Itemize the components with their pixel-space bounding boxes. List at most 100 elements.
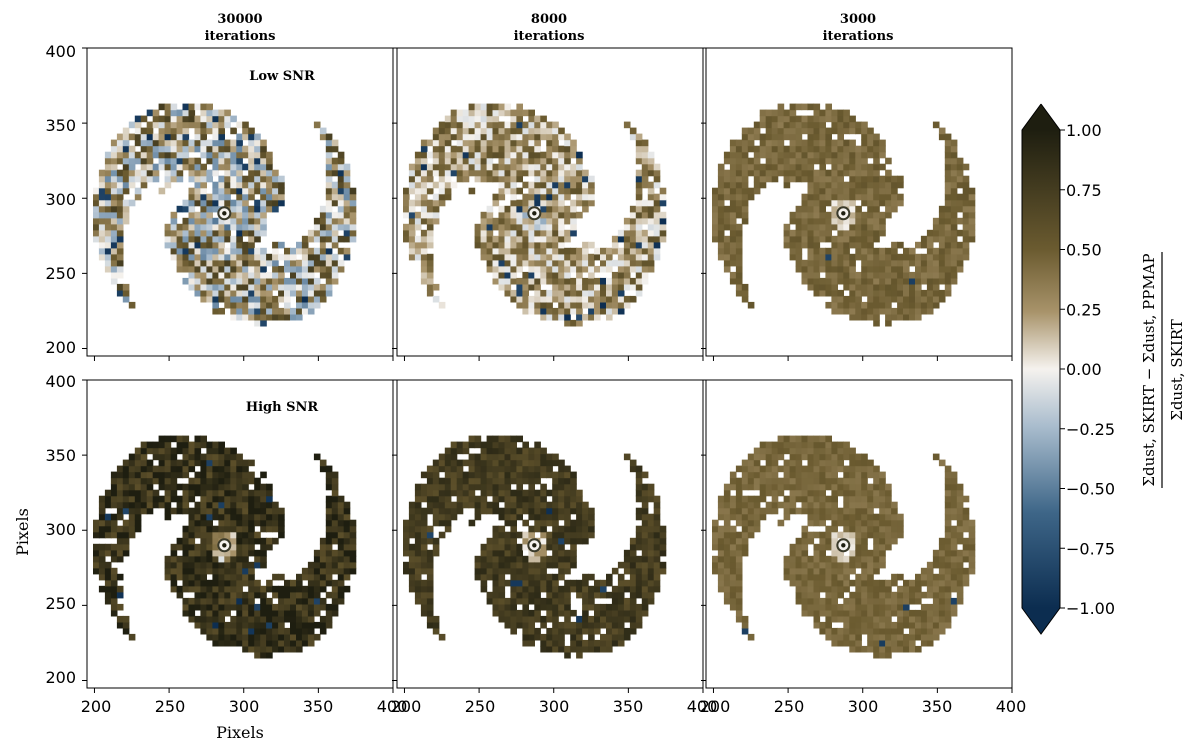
heat-cell (528, 531, 535, 539)
heat-cell (861, 621, 868, 629)
heat-cell (206, 145, 213, 153)
heat-cell (576, 181, 583, 189)
heat-cell (647, 259, 655, 267)
heat-cell (236, 621, 243, 629)
heat-cell (230, 633, 237, 641)
heat-cell (570, 169, 577, 177)
heat-cell (224, 151, 231, 159)
heat-cell (492, 109, 500, 117)
heat-cell (325, 525, 333, 533)
heat-cell (134, 489, 142, 497)
heat-cell (789, 247, 797, 255)
heat-cell (230, 495, 237, 503)
heat-cell (723, 169, 731, 177)
heat-cell (843, 235, 850, 243)
heat-cell (480, 175, 488, 183)
heat-cell (122, 157, 130, 165)
heat-cell (510, 519, 517, 527)
heat-cell (825, 145, 832, 153)
heat-cell (325, 163, 333, 171)
heat-cell (546, 163, 553, 171)
heat-cell (498, 223, 506, 231)
heat-cell (116, 465, 124, 473)
heat-cell (879, 277, 886, 285)
heat-cell (206, 459, 213, 467)
heat-cell (420, 169, 428, 177)
heat-cell (885, 211, 892, 219)
heat-cell (218, 289, 225, 297)
heat-cell (635, 585, 643, 593)
heat-cell (116, 591, 124, 599)
heat-cell (534, 235, 541, 243)
heat-cell (337, 585, 345, 593)
heat-cell (266, 603, 273, 611)
heat-cell (564, 525, 571, 533)
heat-cell (200, 187, 207, 195)
heat-cell (426, 561, 434, 569)
heat-cell (254, 253, 261, 261)
heat-cell (606, 603, 613, 611)
heat-cell (337, 247, 345, 255)
heat-cell (194, 477, 202, 485)
heat-cell (891, 259, 898, 267)
heat-cell (290, 621, 297, 629)
heat-cell (540, 573, 547, 581)
heat-cell (254, 531, 261, 539)
heat-cell (301, 591, 309, 599)
heat-cell (558, 175, 565, 183)
heat-cell (741, 537, 749, 545)
heat-cell (861, 163, 868, 171)
heat-cell (552, 621, 559, 629)
heat-cell (564, 283, 571, 291)
heat-cell (641, 205, 649, 213)
heat-cell (486, 163, 494, 171)
heat-cell (104, 235, 112, 243)
heat-cell (938, 127, 946, 135)
heat-cell (290, 271, 297, 279)
heat-cell (254, 283, 261, 291)
heat-cell (564, 211, 571, 219)
heat-cell (510, 217, 517, 225)
heat-cell (759, 477, 767, 485)
heat-cell (325, 217, 333, 225)
heat-cell (801, 465, 809, 473)
heat-cell (546, 229, 553, 237)
heat-cell (242, 193, 249, 201)
heat-cell (611, 307, 619, 315)
heat-cell (444, 447, 452, 455)
heat-cell (486, 555, 494, 563)
heat-cell (426, 283, 434, 291)
heat-cell (486, 157, 494, 165)
heat-cell (735, 175, 743, 183)
heat-cell (104, 567, 112, 575)
heat-cell (128, 495, 136, 503)
heat-cell (534, 459, 541, 467)
heat-cell (795, 585, 803, 593)
heat-cell (528, 525, 535, 533)
heat-cell (206, 555, 213, 563)
heat-cell (807, 597, 815, 605)
heat-cell (801, 525, 809, 533)
heat-cell (307, 597, 315, 605)
heat-cell (819, 537, 826, 545)
heat-cell (313, 277, 321, 285)
heat-cell (116, 549, 124, 557)
heat-cell (849, 187, 856, 195)
heat-cell (723, 519, 731, 527)
heat-cell (200, 507, 207, 515)
heat-cell (837, 187, 844, 195)
heat-cell (194, 579, 202, 587)
heat-cell (301, 603, 309, 611)
heat-cell (444, 187, 452, 195)
heat-cell (444, 121, 452, 129)
heat-cell (855, 453, 862, 461)
heat-cell (938, 271, 946, 279)
heat-cell (629, 609, 637, 617)
heat-cell (801, 205, 809, 213)
heat-cell (582, 585, 589, 593)
heat-cell (343, 567, 351, 575)
heat-cell (873, 265, 880, 273)
heat-cell (188, 561, 196, 569)
heat-cell (480, 121, 488, 129)
heat-cell (920, 271, 928, 279)
